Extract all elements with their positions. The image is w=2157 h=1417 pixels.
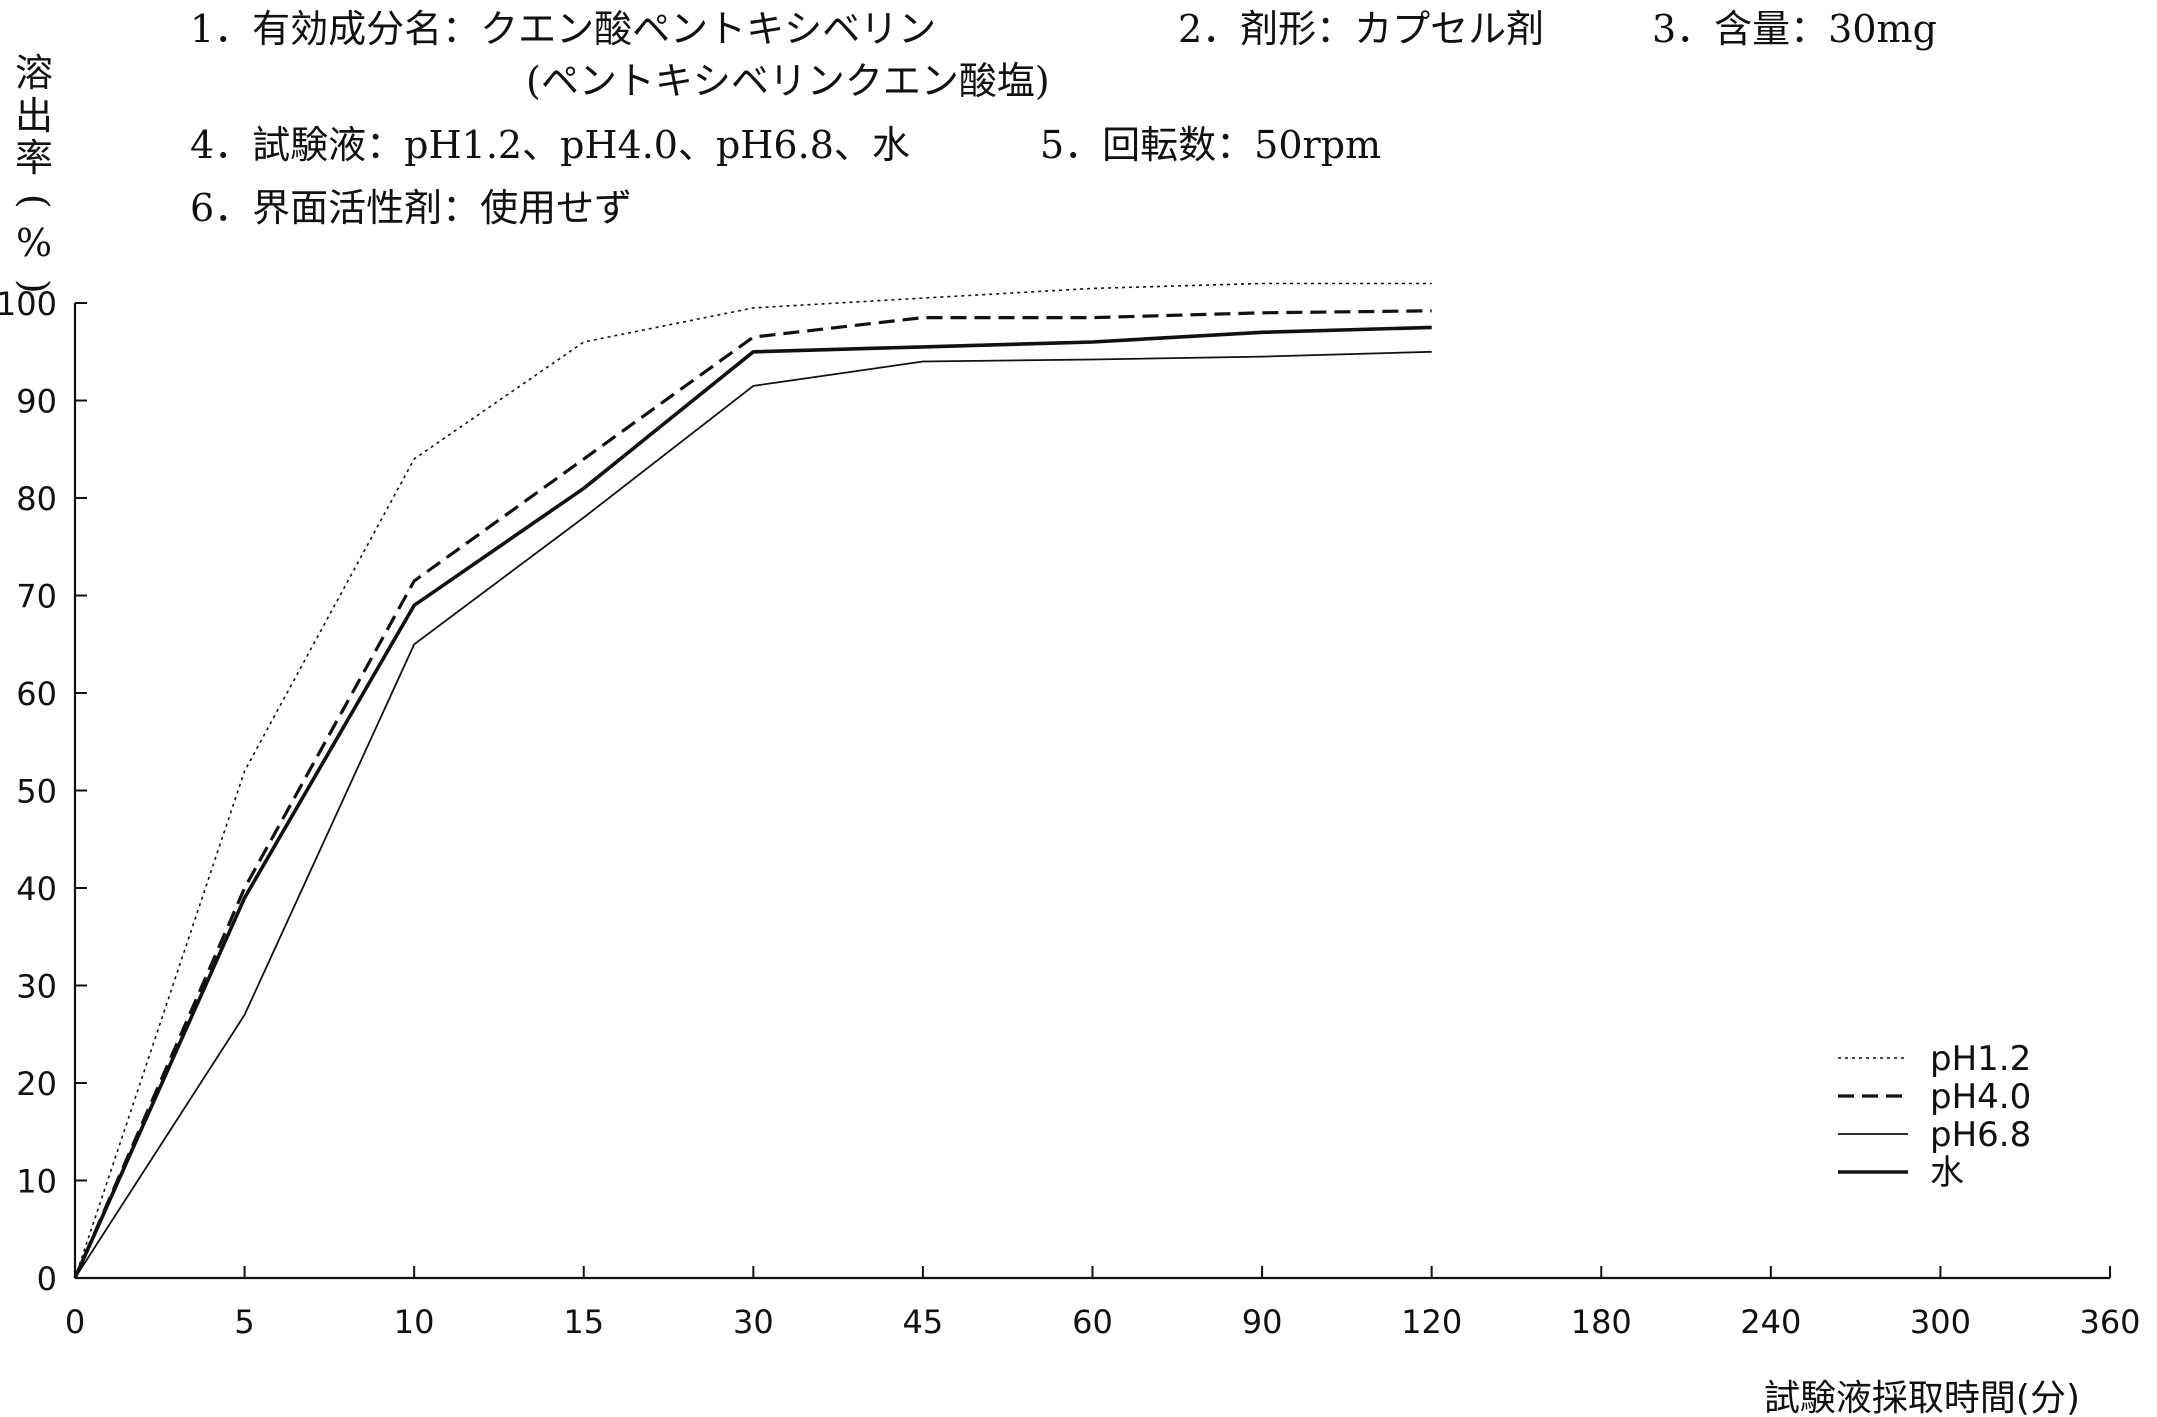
axes xyxy=(73,303,2110,1280)
y-ticks: 0 10 20 30 40 50 60 70 80 90 100 xyxy=(0,285,87,1298)
x-tick-label: 240 xyxy=(1740,1303,1801,1341)
x-tick-label: 60 xyxy=(1072,1303,1113,1341)
x-tick-label: 180 xyxy=(1571,1303,1632,1341)
x-tick-label: 300 xyxy=(1910,1303,1971,1341)
header-line1-left: 1．有効成分名：クエン酸ペントキシベリン xyxy=(190,7,937,51)
y-axis-label-char: 溶 xyxy=(14,51,53,95)
y-tick-label: 50 xyxy=(16,773,57,811)
series-line-4 xyxy=(73,325,1432,1279)
x-tick-label: 45 xyxy=(903,1303,944,1341)
series-line-1 xyxy=(74,282,1432,1279)
header-line1-mid: 2．剤形：カプセル剤 xyxy=(1178,7,1545,51)
header-line1-right: 3．含量：30mg xyxy=(1652,7,1937,51)
y-axis-label-char: 率 xyxy=(14,136,53,181)
legend-label-1: pH1.2 xyxy=(1930,1039,2031,1079)
x-tick-label: 30 xyxy=(733,1303,774,1341)
y-tick-label: 40 xyxy=(16,870,57,908)
series-lines xyxy=(73,282,1432,1279)
y-tick-label: 10 xyxy=(16,1163,57,1201)
x-tick-label: 0 xyxy=(65,1303,85,1341)
series-line-2 xyxy=(73,309,1432,1279)
x-tick-label: 10 xyxy=(394,1303,435,1341)
y-tick-label: 60 xyxy=(16,675,57,713)
y-axis-label-char: % xyxy=(15,221,53,266)
y-tick-label: 70 xyxy=(16,578,57,616)
header-line2: (ペントキシベリンクエン酸塩) xyxy=(526,59,1050,103)
x-tick-label: 120 xyxy=(1401,1303,1462,1341)
x-ticks: 0 5 10 15 30 45 60 90 120 180 240 300 360 xyxy=(65,1266,2141,1341)
y-tick-label: 30 xyxy=(16,968,57,1006)
series-line-3 xyxy=(74,350,1432,1279)
y-tick-label: 90 xyxy=(16,383,57,421)
y-tick-label: 0 xyxy=(37,1260,57,1298)
x-tick-label: 360 xyxy=(2079,1303,2140,1341)
y-tick-label: 80 xyxy=(16,480,57,518)
x-axis-label: 試験液採取時間(分) xyxy=(1764,1378,2080,1417)
x-tick-label: 15 xyxy=(563,1303,604,1341)
header-line4: 6．界面活性剤：使用せず xyxy=(190,186,633,230)
x-tick-label: 5 xyxy=(234,1303,254,1341)
legend-label-3: pH6.8 xyxy=(1930,1115,2031,1155)
y-tick-label: 100 xyxy=(0,285,57,323)
y-axis-label-char: 出 xyxy=(14,93,53,138)
header-line3-right: 5．回転数：50rpm xyxy=(1040,123,1382,167)
y-axis-label: 溶出率(%) xyxy=(10,52,58,307)
y-tick-label: 20 xyxy=(16,1065,57,1103)
x-tick-label: 90 xyxy=(1242,1303,1283,1341)
legend-label-2: pH4.0 xyxy=(1930,1077,2031,1117)
legend-label-4: 水 xyxy=(1930,1153,1964,1193)
header-line3-left: 4．試験液：pH1.2、pH4.0、pH6.8、水 xyxy=(190,123,910,167)
